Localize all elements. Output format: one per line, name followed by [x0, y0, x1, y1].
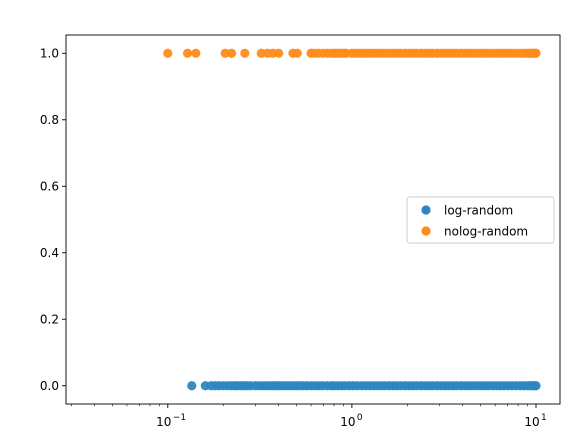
legend-marker-nolog-random: [421, 226, 431, 236]
legend-label-nolog-random: nolog-random: [444, 224, 528, 238]
point-log-random-0: [187, 381, 197, 391]
legend-marker-log-random: [421, 205, 431, 215]
y-tick-label-5: 1.0: [40, 46, 59, 60]
series-log-random: [187, 381, 541, 391]
x-tick-exponent-2: 1: [541, 413, 547, 423]
x-tick-label-1: 10: [340, 415, 355, 429]
point-nolog-random-5: [240, 48, 250, 58]
x-tick-label-0: 10: [156, 415, 171, 429]
series-nolog-random: [163, 48, 541, 58]
y-tick-label-1: 0.2: [40, 312, 59, 326]
legend-label-log-random: log-random: [444, 203, 513, 217]
point-nolog-random-4: [226, 48, 237, 58]
axes: 0.00.20.40.60.81.010 −1 10 0 10 1: [40, 34, 561, 429]
point-nolog-random-0: [163, 48, 173, 58]
y-tick-label-4: 0.8: [40, 113, 59, 127]
point-log-random-89: [531, 381, 541, 391]
point-nolog-random-2: [191, 48, 201, 58]
point-nolog-random-9: [274, 48, 284, 58]
point-nolog-random-1: [182, 48, 193, 58]
x-tick-label-2: 10: [524, 415, 539, 429]
axes-frame: [65, 34, 561, 405]
point-nolog-random-73: [531, 48, 541, 58]
point-nolog-random-3: [220, 48, 230, 58]
data-points: [163, 48, 541, 391]
x-tick-exponent-0: −1: [173, 413, 186, 423]
point-nolog-random-11: [292, 48, 302, 58]
y-tick-label-0: 0.0: [40, 379, 59, 393]
legend-box: [406, 196, 555, 244]
y-tick-label-2: 0.4: [40, 246, 59, 260]
y-tick-label-3: 0.6: [40, 179, 59, 193]
x-tick-exponent-1: 0: [357, 413, 363, 423]
legend: log-random nolog-random: [406, 196, 555, 244]
